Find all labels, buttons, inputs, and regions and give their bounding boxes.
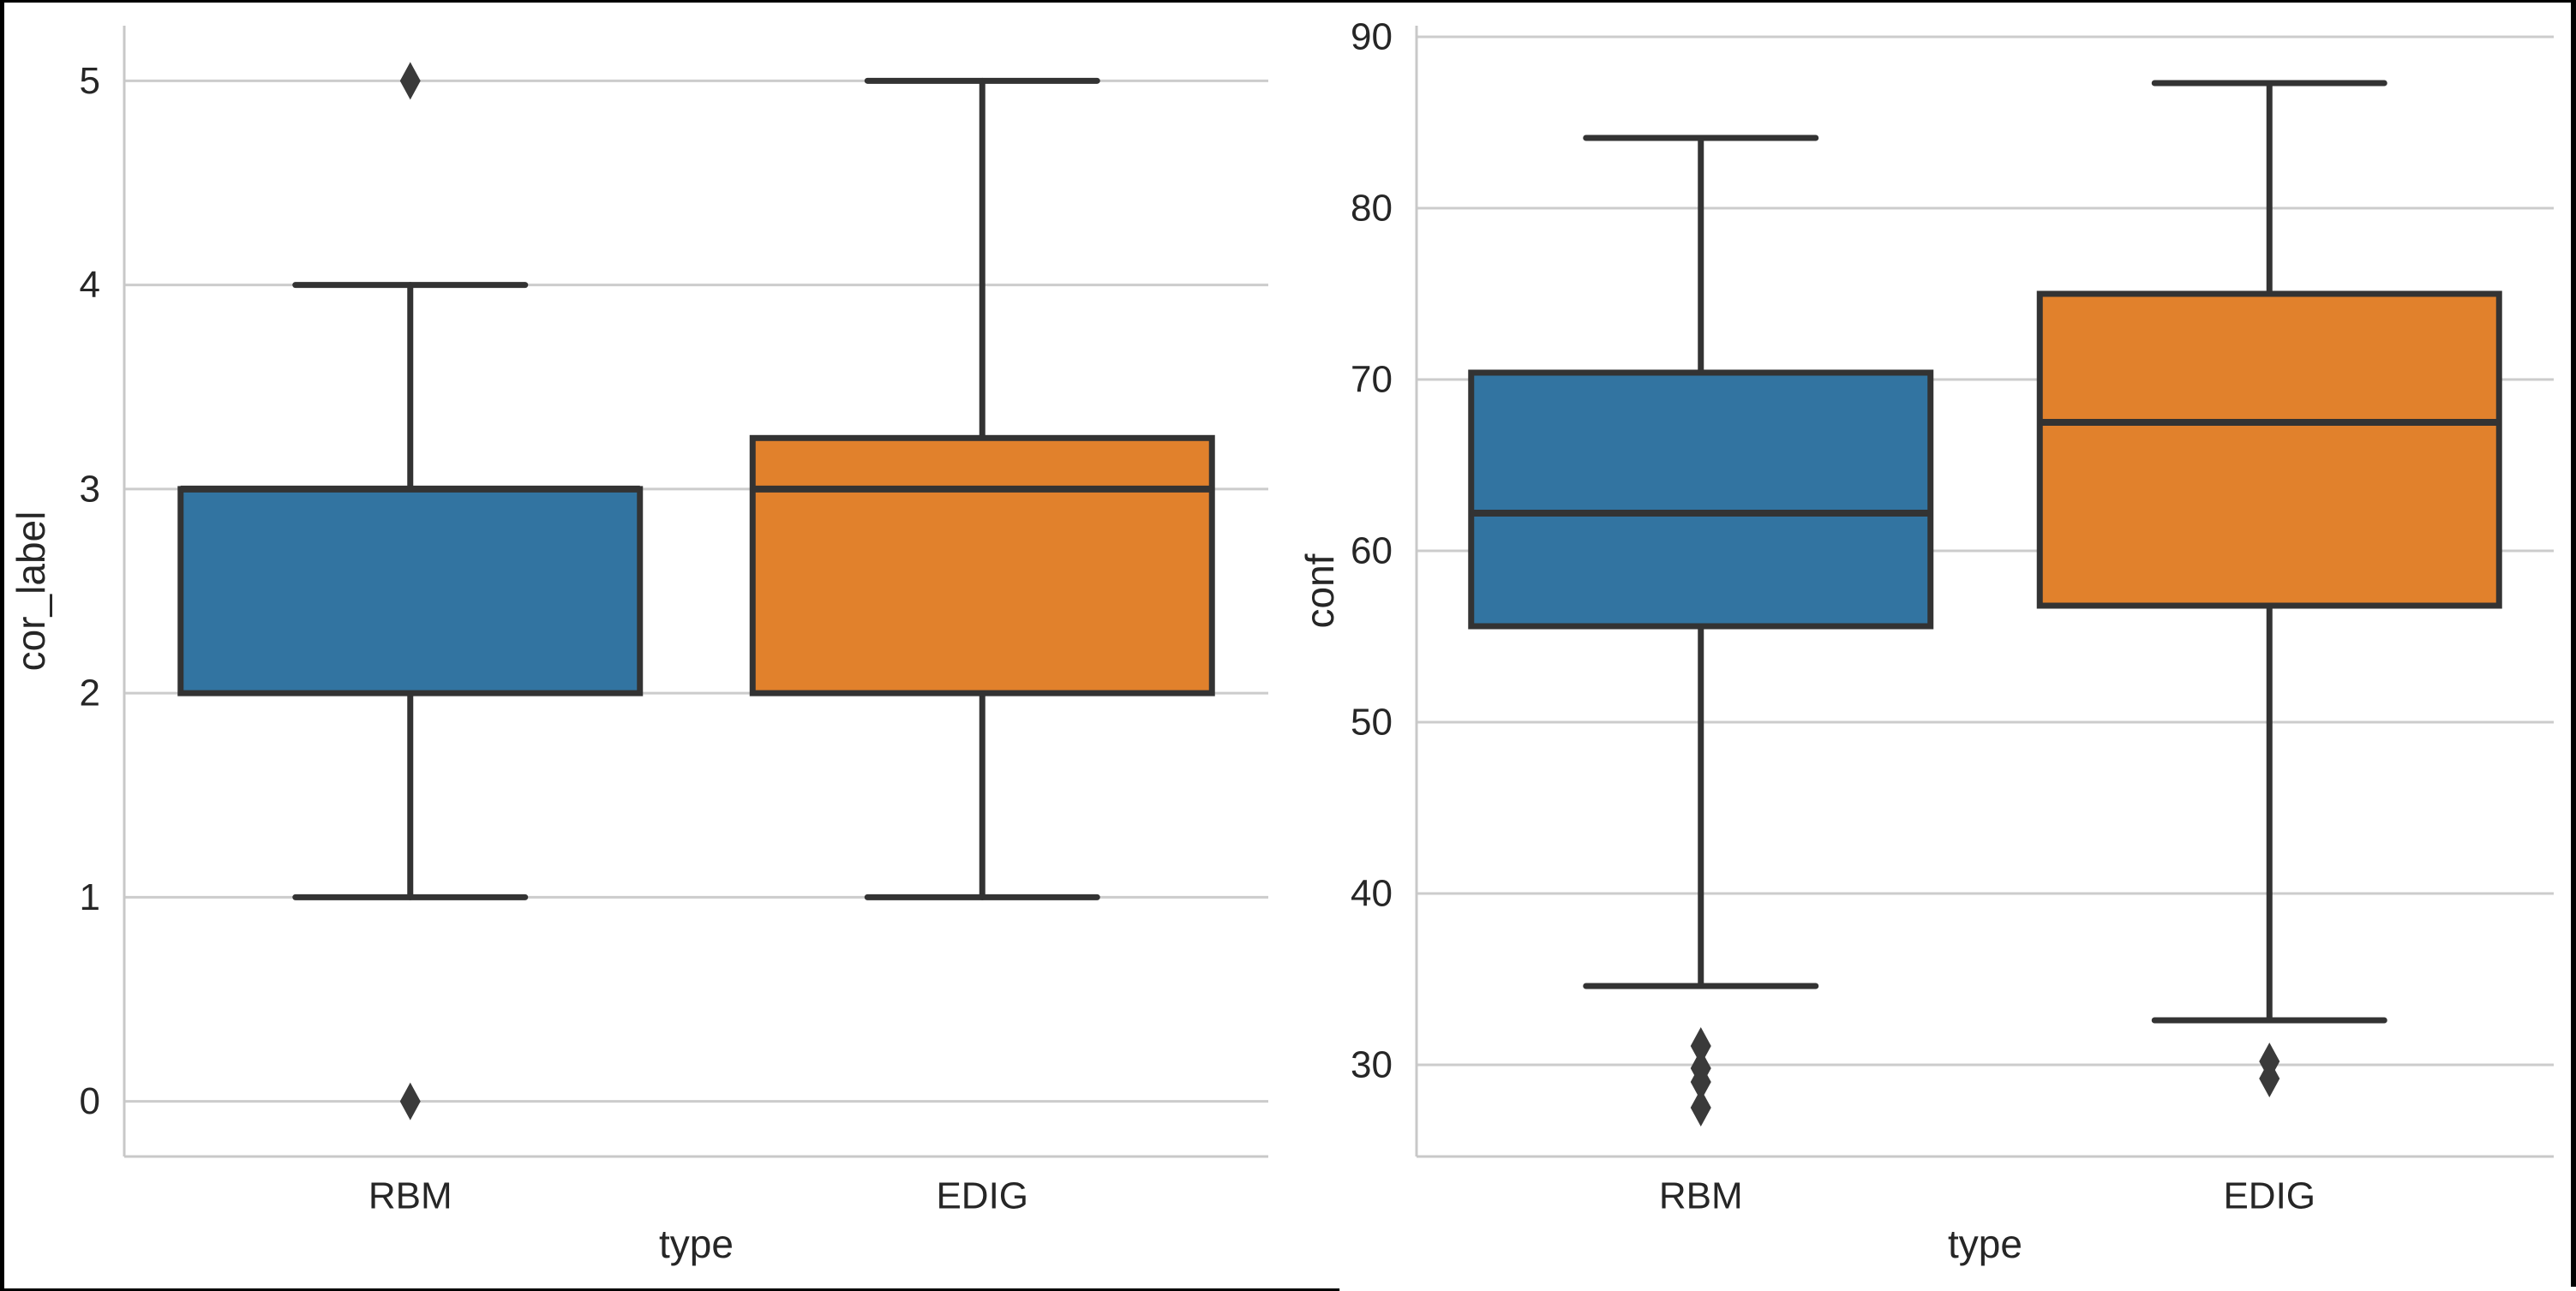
screenshot-frame-edge	[0, 1288, 1340, 1291]
iqr-box	[1468, 369, 1934, 630]
iqr-box	[749, 434, 1215, 696]
x-axis-label: type	[1948, 1222, 2022, 1266]
y-tick-label: 30	[1351, 1044, 1393, 1086]
y-tick-label: 5	[80, 60, 100, 102]
outlier-diamond	[1690, 1063, 1711, 1101]
x-tick-label: EDIG	[2223, 1175, 2315, 1217]
outlier-diamond	[399, 62, 421, 100]
y-tick-label: 1	[80, 876, 100, 918]
x-tick-label: EDIG	[936, 1175, 1028, 1217]
x-tick-label: RBM	[368, 1175, 452, 1217]
y-tick-label: 50	[1351, 702, 1393, 744]
box-rbm	[177, 62, 644, 1121]
y-tick-label: 3	[80, 468, 100, 510]
iqr-box	[177, 486, 644, 696]
y-axis-label: cor_label	[9, 511, 53, 672]
box-edig	[749, 77, 1215, 900]
screenshot-frame-edge	[0, 0, 4, 1291]
screenshot-frame-edge	[2571, 0, 2576, 1287]
box-edig	[2036, 80, 2502, 1097]
y-tick-label: 60	[1351, 530, 1393, 572]
y-tick-label: 4	[80, 264, 100, 306]
y-axis-label: conf	[1297, 553, 1342, 628]
iqr-box	[2036, 290, 2502, 609]
box-rbm	[1468, 134, 1934, 1127]
right-plot: 30 40 50 60 70 80 90 RBM EDIG type conf	[1297, 16, 2554, 1266]
outlier-diamond	[1690, 1089, 1711, 1127]
x-tick-label: RBM	[1659, 1175, 1743, 1217]
y-tick-label: 0	[80, 1080, 100, 1122]
screenshot-frame-edge	[0, 0, 2576, 3]
outlier-diamond	[399, 1082, 421, 1121]
y-tick-label: 70	[1351, 359, 1393, 401]
outlier-diamond	[1690, 1027, 1711, 1065]
left-plot: 0 1 2 3 4 5 RBM EDIG type cor_label	[9, 26, 1268, 1266]
x-axis-label: type	[659, 1222, 734, 1266]
y-tick-label: 80	[1351, 188, 1393, 230]
outlier-diamond	[2259, 1060, 2280, 1097]
y-tick-label: 40	[1351, 873, 1393, 915]
y-tick-label: 2	[80, 672, 100, 714]
y-tick-label: 90	[1351, 16, 1393, 58]
